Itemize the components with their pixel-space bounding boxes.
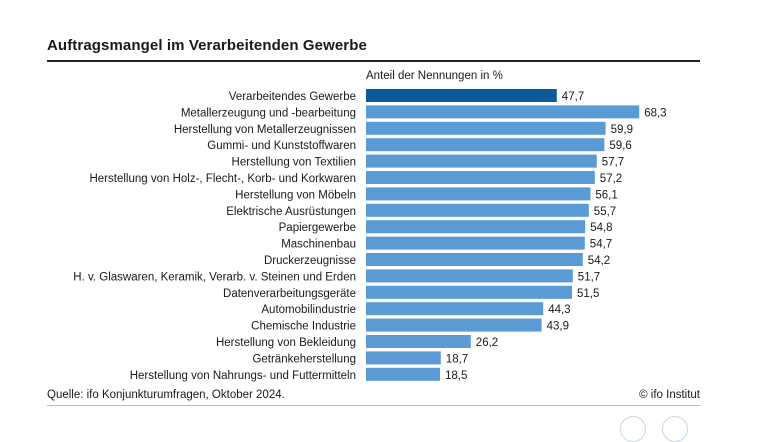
value-label: 57,2 — [600, 173, 622, 185]
category-label: Maschinenbau — [281, 239, 356, 251]
category-label: Druckerzeugnisse — [264, 255, 356, 267]
category-label: Getränkeherstellung — [252, 353, 356, 365]
bar — [366, 351, 441, 365]
bar — [366, 89, 557, 102]
category-label: Chemische Industrie — [251, 321, 356, 333]
bar — [366, 220, 586, 234]
category-label: Herstellung von Nahrungs- und Futtermitt… — [130, 370, 356, 382]
value-label: 59,9 — [611, 124, 633, 136]
bar — [366, 138, 605, 152]
category-label: H. v. Glaswaren, Keramik, Verarb. v. Ste… — [73, 271, 356, 283]
value-label: 26,2 — [476, 337, 498, 349]
value-label: 56,1 — [595, 189, 617, 201]
bar — [366, 203, 589, 217]
bar-chart: Anteil der Nennungen in % Verarbeitendes… — [73, 70, 667, 382]
bar — [366, 367, 440, 381]
value-label: 59,6 — [609, 140, 631, 152]
value-label: 55,7 — [594, 206, 616, 218]
category-label: Herstellung von Möbeln — [235, 189, 356, 201]
bar — [366, 335, 471, 348]
category-label: Elektrische Ausrüstungen — [226, 206, 356, 218]
bar — [366, 302, 544, 316]
category-label: Gummi- und Kunststoffwaren — [207, 140, 356, 152]
value-label: 51,7 — [578, 271, 600, 283]
chart-title: Auftragsmangel im Verarbeitenden Gewerbe — [47, 37, 367, 54]
bar — [366, 318, 542, 332]
category-label: Automobilindustrie — [261, 304, 356, 316]
value-label: 54,7 — [590, 239, 612, 251]
axis-label: Anteil der Nennungen in % — [366, 70, 503, 82]
bars-group: Verarbeitendes Gewerbe 47,7 Metallerzeugun… — [73, 89, 667, 382]
footer-divider — [47, 405, 700, 406]
category-label: Verarbeitendes Gewerbe — [229, 91, 356, 103]
bar — [366, 269, 573, 283]
bar — [366, 121, 606, 135]
scroll-hint-icon — [620, 416, 646, 442]
category-label: Datenverarbeitungsgeräte — [223, 288, 356, 300]
value-label: 47,7 — [562, 91, 584, 103]
value-label: 68,3 — [644, 107, 666, 119]
value-label: 18,5 — [445, 370, 467, 382]
source-note: Quelle: ifo Konjunkturumfragen, Oktober … — [47, 389, 285, 401]
bar — [366, 105, 640, 119]
bar — [366, 154, 597, 168]
bar — [366, 236, 585, 250]
value-label: 54,2 — [588, 255, 610, 267]
value-label: 54,8 — [590, 222, 612, 234]
bar — [366, 171, 595, 184]
category-label: Metallerzeugung und -bearbeitung — [181, 107, 356, 119]
category-label: Herstellung von Bekleidung — [216, 337, 356, 349]
value-label: 57,7 — [602, 157, 624, 169]
value-label: 44,3 — [548, 304, 570, 316]
category-label: Herstellung von Metallerzeugnissen — [174, 124, 356, 136]
value-label: 18,7 — [446, 353, 468, 365]
category-label: Papiergewerbe — [279, 222, 356, 234]
copyright-note: © ifo Institut — [639, 389, 700, 401]
value-label: 43,9 — [547, 321, 569, 333]
category-label: Herstellung von Textilien — [232, 157, 356, 169]
bar — [366, 285, 572, 299]
bar — [366, 187, 591, 201]
title-divider — [47, 60, 700, 62]
bar — [366, 253, 583, 266]
category-label: Herstellung von Holz-, Flecht-, Korb- un… — [89, 173, 356, 185]
value-label: 51,5 — [577, 288, 599, 300]
scroll-hint-icon — [662, 416, 688, 442]
